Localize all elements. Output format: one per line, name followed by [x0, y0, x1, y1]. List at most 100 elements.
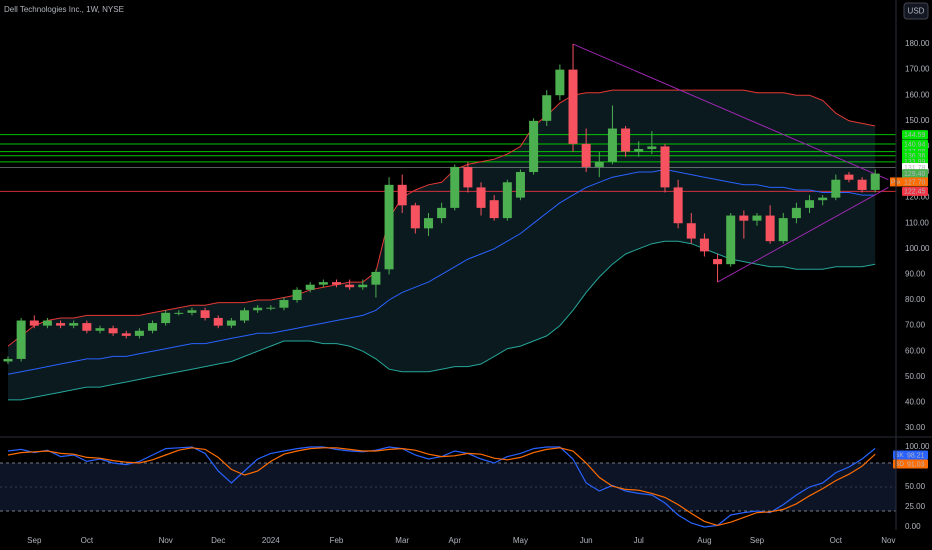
- y-tick-label: 50.00: [905, 482, 926, 491]
- y-tick-label: 60.00: [905, 346, 926, 355]
- candle-body: [463, 166, 473, 188]
- candle-body: [213, 317, 223, 326]
- candle-body: [121, 333, 131, 336]
- candle-body: [844, 174, 854, 180]
- candle-body: [240, 310, 250, 321]
- candle-body: [16, 320, 26, 359]
- level-label-bg: [902, 139, 928, 149]
- x-tick-label: May: [513, 536, 528, 545]
- candle-body: [673, 187, 683, 224]
- candle-body: [713, 259, 723, 265]
- x-tick-label: Sep: [27, 536, 42, 545]
- candle-body: [660, 146, 670, 188]
- x-tick-label: Jul: [634, 536, 644, 545]
- x-tick-label: Apr: [449, 536, 462, 545]
- candle-body: [805, 200, 815, 208]
- candle-body: [253, 307, 263, 311]
- candle-body: [95, 328, 105, 331]
- candle-body: [82, 323, 92, 331]
- candle-body: [647, 146, 657, 149]
- x-tick-label: Dec: [211, 536, 225, 545]
- legend-name: SK: [895, 452, 904, 459]
- legend-value: 98.21: [907, 452, 925, 459]
- candle-body: [686, 223, 696, 239]
- candle-body: [489, 200, 499, 219]
- x-tick-label: Feb: [330, 536, 344, 545]
- candle-body: [305, 284, 315, 290]
- candle-body: [200, 310, 210, 318]
- candle-body: [607, 128, 617, 162]
- candle-body: [69, 323, 79, 326]
- candle-body: [568, 69, 578, 144]
- y-tick-label: 80.00: [905, 295, 926, 304]
- candle-body: [752, 215, 762, 221]
- oscillator-line: [7, 447, 876, 527]
- candle-body: [699, 238, 709, 252]
- currency-button[interactable]: [903, 2, 929, 20]
- candle-body: [134, 330, 144, 336]
- candle-body: [371, 271, 381, 285]
- candle-body: [594, 161, 604, 167]
- level-label: 131.78: [904, 165, 926, 172]
- y-tick-label: 50.00: [905, 372, 926, 381]
- level-label-bg: [902, 130, 928, 140]
- x-tick-label: Nov: [881, 536, 895, 545]
- candle-body: [831, 179, 841, 198]
- candle-body: [542, 95, 552, 121]
- candle-body: [279, 300, 289, 308]
- candle-body: [332, 282, 341, 285]
- level-label: 122.45: [904, 189, 926, 196]
- y-tick-label: 90.00: [905, 270, 926, 279]
- candle-body: [148, 323, 158, 331]
- level-label-bg: [902, 186, 928, 196]
- y-tick-label: 110.00: [905, 218, 929, 227]
- band-middle: [7, 168, 876, 375]
- panes: 30.00 40.00 50.00 60.00 70.00 80.00 90.00 100.0…: [0, 39, 930, 545]
- candle-body: [292, 289, 302, 301]
- y-tick-label: 100.00: [905, 244, 930, 253]
- legend-badge-bg: [893, 459, 928, 469]
- trendline: [717, 186, 889, 283]
- x-tick-label: Aug: [697, 536, 711, 545]
- y-tick-label: 100.00: [905, 442, 930, 451]
- candle-body: [358, 284, 368, 288]
- y-tick-label: 30.00: [905, 423, 926, 432]
- candle-body: [42, 320, 52, 326]
- candle-body: [857, 179, 867, 190]
- y-tick-label: 150.00: [905, 116, 930, 125]
- y-tick-label: 25.00: [905, 502, 926, 511]
- x-tick-label: Oct: [830, 536, 843, 545]
- candle-body: [818, 197, 828, 201]
- legend-badge-bg: [893, 450, 928, 460]
- premarket-bg: [902, 177, 928, 187]
- x-tick-label: Oct: [81, 536, 94, 545]
- candle-body: [410, 205, 420, 229]
- candle-body: [515, 172, 525, 198]
- candle-body: [555, 69, 565, 96]
- candle-body: [226, 320, 236, 326]
- candle-body: [174, 312, 184, 314]
- y-tick-label: 70.00: [905, 321, 926, 330]
- x-tick-label: 2024: [262, 536, 280, 545]
- currency-label: USD: [908, 7, 925, 16]
- candle-body: [266, 307, 276, 309]
- candle-body: [384, 184, 394, 270]
- candle-body: [345, 284, 355, 288]
- last-price-label: 129.40: [904, 171, 926, 178]
- candle-body: [161, 312, 171, 324]
- y-tick-label: 0.00: [905, 522, 921, 531]
- x-tick-label: Sep: [750, 536, 765, 545]
- trendline: [572, 43, 889, 181]
- candle-body: [397, 184, 407, 206]
- y-tick-label: 160.00: [905, 90, 930, 99]
- legend-name: SD: [895, 461, 904, 468]
- y-tick-label: 180.00: [905, 39, 930, 48]
- level-label: 136.36: [904, 153, 926, 160]
- candle-body: [870, 173, 880, 190]
- x-tick-label: Nov: [159, 536, 173, 545]
- candle-body: [726, 215, 736, 265]
- candle-body: [3, 358, 13, 362]
- band-upper: [7, 89, 876, 347]
